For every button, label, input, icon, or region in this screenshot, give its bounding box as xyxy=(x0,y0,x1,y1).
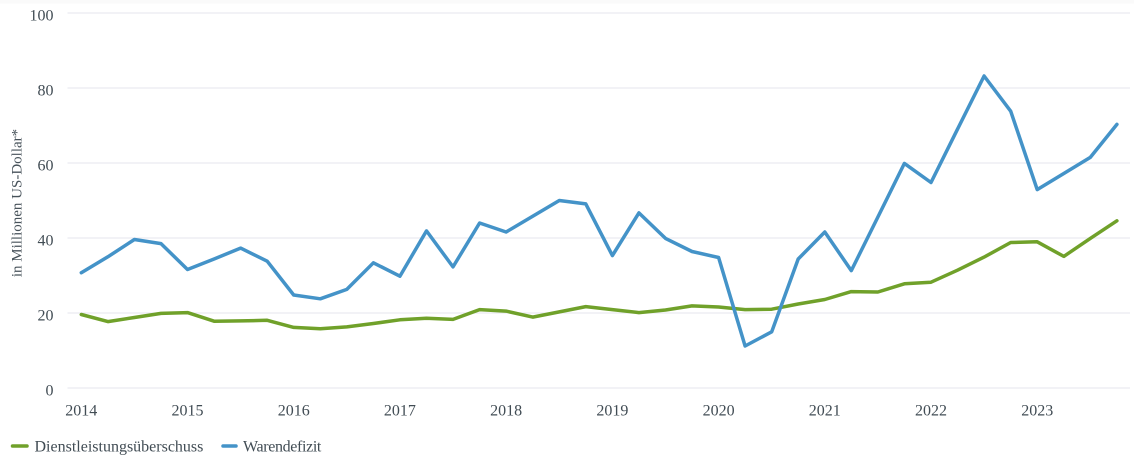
svg-text:40: 40 xyxy=(38,233,54,250)
svg-text:Warendefizit: Warendefizit xyxy=(243,439,322,456)
svg-text:2016: 2016 xyxy=(278,403,310,420)
svg-text:2021: 2021 xyxy=(809,403,841,420)
svg-text:20: 20 xyxy=(38,308,54,325)
svg-text:2020: 2020 xyxy=(703,403,735,420)
svg-text:2019: 2019 xyxy=(596,403,628,420)
svg-text:0: 0 xyxy=(46,383,54,400)
svg-text:in Millionen US-Dollar*: in Millionen US-Dollar* xyxy=(9,129,25,277)
svg-text:100: 100 xyxy=(30,8,54,25)
svg-text:2015: 2015 xyxy=(172,403,204,420)
svg-text:80: 80 xyxy=(38,83,54,100)
svg-text:2018: 2018 xyxy=(490,403,522,420)
svg-text:2014: 2014 xyxy=(65,403,97,420)
svg-text:2023: 2023 xyxy=(1021,403,1053,420)
svg-text:Dienstleistungsüberschuss: Dienstleistungsüberschuss xyxy=(35,439,204,456)
svg-text:2017: 2017 xyxy=(384,403,416,420)
svg-text:2022: 2022 xyxy=(915,403,947,420)
svg-text:60: 60 xyxy=(38,158,54,175)
